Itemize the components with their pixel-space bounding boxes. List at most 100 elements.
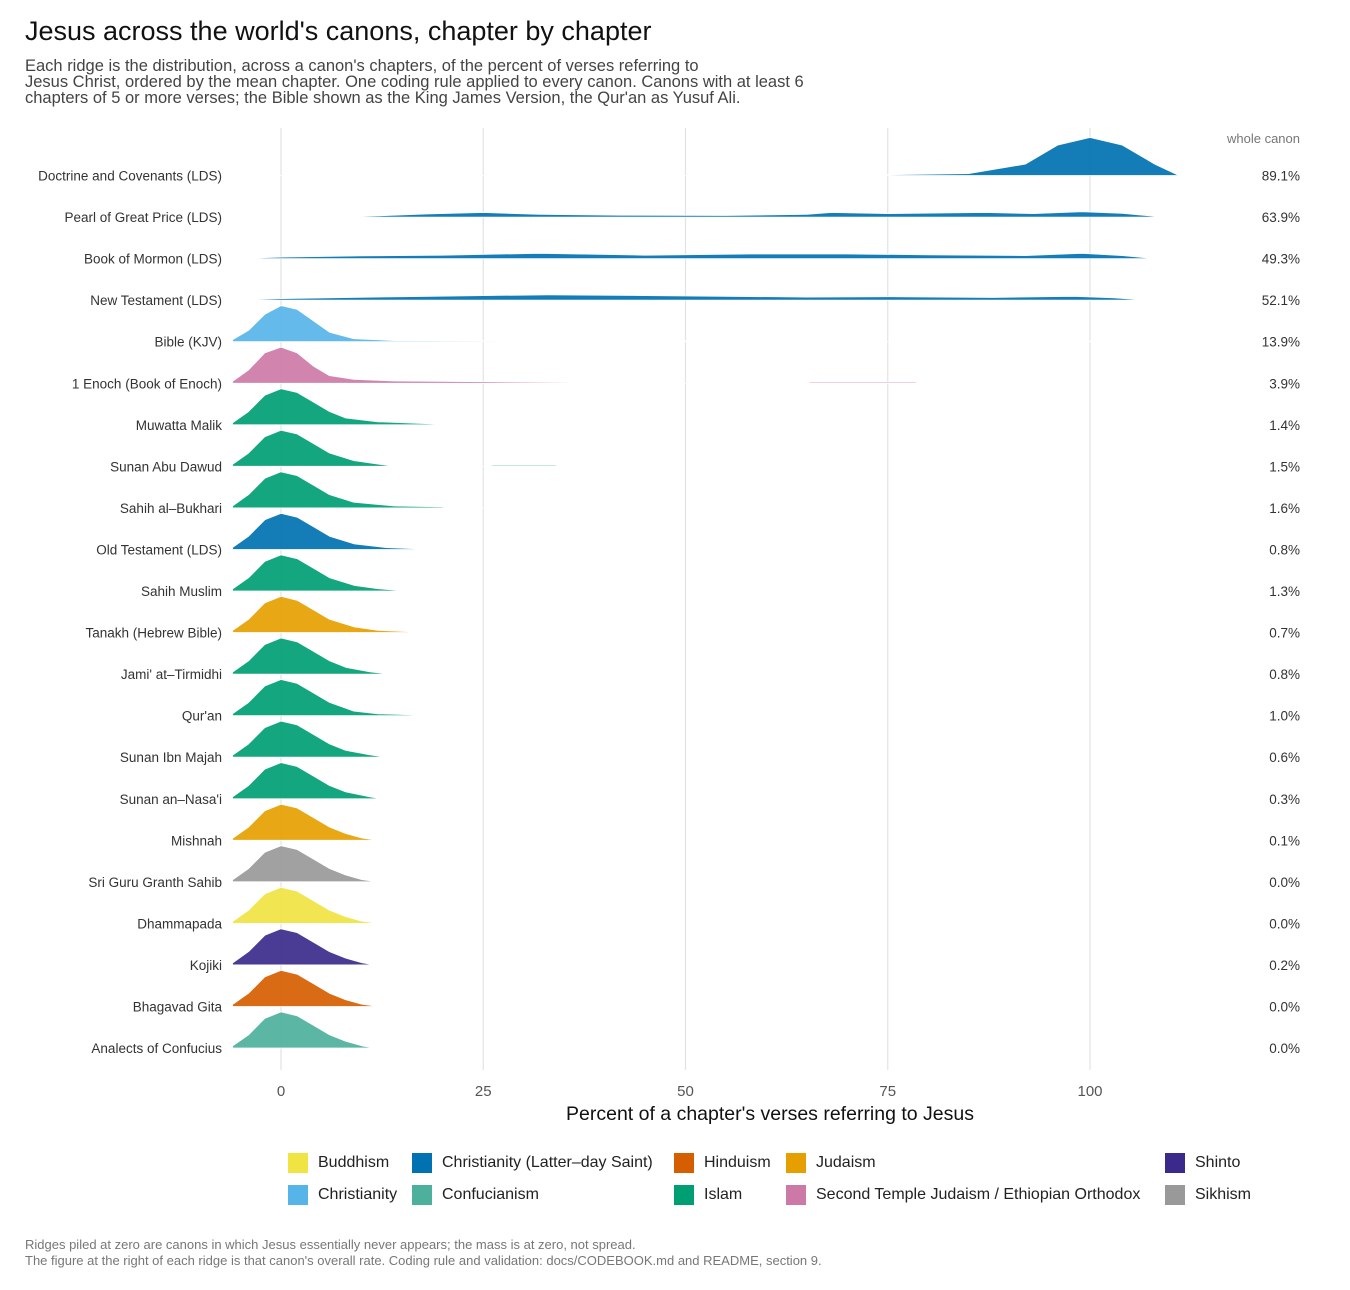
ridge-area (232, 928, 375, 966)
whole-canon-value: 0.8% (1269, 667, 1300, 682)
legend: Buddhism Christianity (Latter–day Saint) H… (288, 1153, 1288, 1223)
whole-canon-value: 1.0% (1269, 709, 1300, 724)
legend-swatch (1165, 1185, 1185, 1205)
subtitle-line: Jesus Christ, ordered by the mean chapte… (25, 73, 804, 91)
chart-subtitle: Each ridge is the distribution, across a… (25, 57, 945, 107)
whole-canon-value: 0.3% (1269, 792, 1300, 807)
ridge-label: Muwatta Malik (136, 418, 223, 433)
ridge-label: Book of Mormon (LDS) (84, 252, 222, 267)
legend-item: Christianity (Latter–day Saint) (412, 1153, 653, 1173)
whole-canon-value: 0.0% (1269, 875, 1300, 890)
legend-label: Christianity (Latter–day Saint) (442, 1154, 653, 1171)
legend-label: Judaism (816, 1154, 876, 1171)
ridge-label: New Testament (LDS) (90, 293, 222, 308)
whole-canon-value: 0.2% (1269, 958, 1300, 973)
ridge-area (232, 252, 1156, 259)
legend-swatch (412, 1153, 432, 1173)
ridge-area (256, 137, 1180, 176)
whole-canon-value: 13.9% (1262, 335, 1300, 350)
ridge-label: Sunan Abu Dawud (110, 459, 222, 474)
legend-item: Buddhism (288, 1153, 389, 1173)
ridge-label: Doctrine and Covenants (LDS) (38, 169, 222, 184)
legend-swatch (288, 1185, 308, 1205)
whole-canon-value: 3.9% (1269, 376, 1300, 391)
ridge-label: Dhammapada (137, 916, 222, 931)
chart-caption: Ridges piled at zero are canons in which… (25, 1237, 822, 1269)
legend-item: Hinduism (674, 1153, 771, 1173)
ridge-label: Old Testament (LDS) (96, 542, 222, 557)
whole-canon-value: 0.0% (1269, 916, 1300, 931)
ridge-label: Tanakh (Hebrew Bible) (85, 626, 222, 641)
ridge-area (232, 554, 407, 592)
legend-item: Sikhism (1165, 1185, 1251, 1205)
whole-canon-value: 0.1% (1269, 833, 1300, 848)
chart-title: Jesus across the world's canons, chapter… (25, 16, 652, 46)
ridge-area (232, 803, 379, 841)
ridge-label: Sunan Ibn Majah (120, 750, 222, 765)
x-tick-label: 75 (879, 1083, 896, 1100)
whole-canon-value: 0.8% (1269, 542, 1300, 557)
ridge-area (232, 845, 379, 883)
ridge-area (232, 471, 525, 509)
ridge-area (232, 294, 1147, 301)
legend-label: Second Temple Judaism / Ethiopian Orthod… (816, 1186, 1141, 1203)
ridge-area (232, 970, 379, 1007)
whole-canon-value: 89.1% (1262, 169, 1300, 184)
ridge-label: Analects of Confucius (91, 1041, 222, 1056)
caption-line: The figure at the right of each ridge is… (25, 1253, 822, 1268)
legend-swatch (786, 1185, 806, 1205)
legend-swatch (288, 1153, 308, 1173)
whole-canon-value: 0.6% (1269, 750, 1300, 765)
whole-canon-value: 49.3% (1262, 252, 1300, 267)
legend-swatch (1165, 1153, 1185, 1173)
whole-canon-value: 0.7% (1269, 626, 1300, 641)
legend-label: Hinduism (704, 1154, 771, 1171)
whole-canon-value: 1.5% (1269, 459, 1300, 474)
ridge-label: Bible (KJV) (154, 335, 222, 350)
ridge-label: Pearl of Great Price (LDS) (64, 210, 222, 225)
ridgeline-chart: 0 25 50 75 100 Percent of a chapter's verses … (38, 128, 1300, 1125)
legend-swatch (674, 1185, 694, 1205)
legend-label: Sikhism (1195, 1186, 1252, 1203)
ridge-label: Qur'an (182, 709, 222, 724)
whole-canon-value: 1.6% (1269, 501, 1300, 516)
legend-label: Buddhism (318, 1154, 390, 1171)
ridge-label: 1 Enoch (Book of Enoch) (72, 376, 222, 391)
ridge-label: Sunan an–Nasa'i (120, 792, 222, 807)
whole-canon-value: 52.1% (1262, 293, 1300, 308)
x-tick-label: 0 (277, 1083, 285, 1100)
subtitle-line: Each ridge is the distribution, across a… (25, 57, 699, 75)
subtitle-line: chapters of 5 or more verses; the Bible … (25, 89, 741, 107)
ridge-area (232, 596, 427, 633)
legend-label: Islam (704, 1186, 743, 1203)
x-tick-label: 100 (1077, 1083, 1102, 1100)
ridge-label: Mishnah (171, 833, 222, 848)
ridge-label: Sri Guru Granth Sahib (88, 875, 222, 890)
ridge-area (232, 429, 558, 467)
ridge-area (232, 1011, 375, 1049)
legend-swatch (674, 1153, 694, 1173)
whole-canon-value: 1.4% (1269, 418, 1300, 433)
ridge-area (232, 679, 440, 716)
ridge-label: Sahih al–Bukhari (120, 501, 222, 516)
x-axis-label: Percent of a chapter's verses referring … (566, 1103, 974, 1125)
legend-item: Judaism (786, 1153, 876, 1173)
x-tick-label: 50 (677, 1083, 694, 1100)
ridge-area (232, 637, 391, 675)
legend-label: Shinto (1195, 1154, 1241, 1171)
legend-swatch (786, 1153, 806, 1173)
ridge-area (232, 388, 460, 426)
ridge-area (232, 513, 436, 550)
legend-label: Christianity (318, 1186, 398, 1203)
whole-canon-value: 0.0% (1269, 1041, 1300, 1056)
legend-item: Confucianism (412, 1185, 539, 1205)
legend-item: Shinto (1165, 1153, 1240, 1173)
legend-item: Christianity (288, 1185, 397, 1205)
whole-canon-header: whole canon (1226, 131, 1300, 146)
whole-canon-value: 1.3% (1269, 584, 1300, 599)
ridge-label: Kojiki (190, 958, 222, 973)
legend-swatch (412, 1185, 432, 1205)
caption-line: Ridges piled at zero are canons in which… (25, 1237, 636, 1252)
legend-item: Islam (674, 1185, 742, 1205)
x-tick-label: 25 (475, 1083, 492, 1100)
